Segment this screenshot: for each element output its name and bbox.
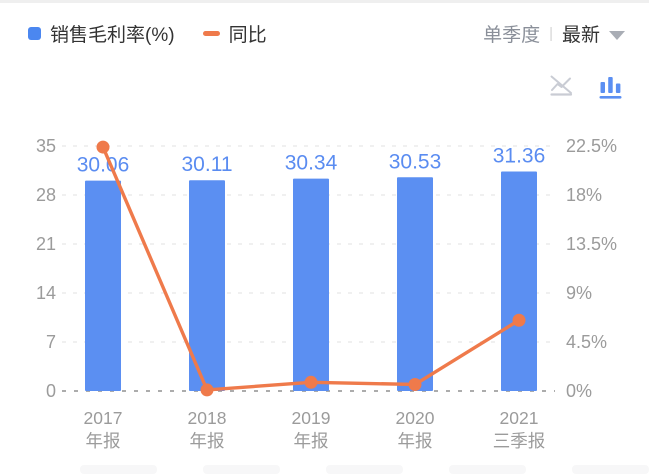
chart-legend: 销售毛利率(%) 同比 <box>28 20 267 47</box>
svg-text:9%: 9% <box>566 283 592 303</box>
margin-trend-chart[interactable]: 0 0% 7 4.5% 14 9% 21 13.5% 28 18% 35 22.5% 30.06 30.1… <box>0 3 649 475</box>
line-chart-disabled-icon <box>550 75 573 96</box>
chevron-down-icon[interactable] <box>609 30 625 40</box>
svg-text:4.5%: 4.5% <box>566 332 607 352</box>
period-selector[interactable]: 单季度 | 最新 <box>483 20 625 47</box>
svg-text:0: 0 <box>46 381 56 401</box>
legend-label: 同比 <box>228 25 267 46</box>
next-section-peek <box>0 465 649 475</box>
chart-type-toolbar <box>549 73 623 101</box>
svg-text:30.53: 30.53 <box>389 150 442 173</box>
svg-text:28: 28 <box>36 185 56 205</box>
line-series-swatch-icon <box>202 31 220 36</box>
svg-text:31.36: 31.36 <box>493 144 546 167</box>
line-chart-toggle[interactable] <box>549 74 574 101</box>
svg-text:35: 35 <box>36 136 56 156</box>
svg-text:0%: 0% <box>566 381 592 401</box>
svg-text:30.06: 30.06 <box>77 154 130 177</box>
period-option-latest[interactable]: 最新 <box>561 25 600 46</box>
bar-series-swatch-icon <box>28 27 41 40</box>
svg-text:21: 21 <box>36 234 56 254</box>
legend-label: 销售毛利率(%) <box>50 25 175 46</box>
svg-text:30.34: 30.34 <box>285 152 338 175</box>
svg-text:13.5%: 13.5% <box>566 234 617 254</box>
svg-text:30.11: 30.11 <box>182 153 233 176</box>
selector-divider: | <box>549 25 553 42</box>
bar-chart-toggle[interactable] <box>598 73 623 101</box>
bar-chart-icon <box>599 77 622 99</box>
svg-text:22.5%: 22.5% <box>566 136 617 156</box>
period-option-quarterly[interactable]: 单季度 <box>483 25 541 46</box>
svg-text:14: 14 <box>36 283 56 303</box>
legend-item-yoy[interactable]: 同比 <box>202 20 267 47</box>
chart-header: 销售毛利率(%) 同比 单季度 | 最新 <box>28 20 625 47</box>
svg-text:7: 7 <box>46 332 56 352</box>
svg-text:18%: 18% <box>566 185 602 205</box>
legend-item-gross-margin[interactable]: 销售毛利率(%) <box>28 20 175 47</box>
